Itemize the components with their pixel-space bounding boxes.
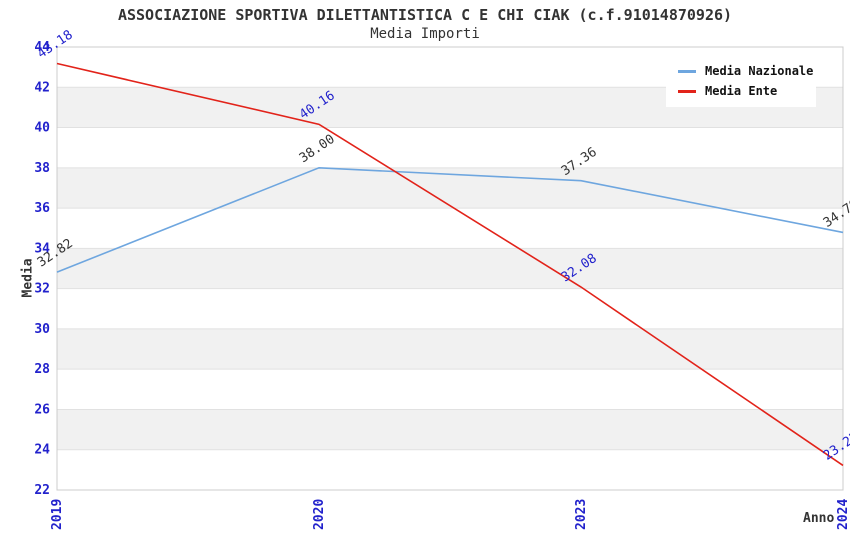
y-tick-label: 36: [34, 201, 50, 216]
legend: Media Nazionale Media Ente: [666, 55, 816, 107]
y-tick-label: 40: [34, 121, 50, 136]
y-axis-title: Media: [20, 258, 36, 298]
y-tick-label: 28: [34, 362, 50, 377]
legend-swatch-media-ente-icon: [678, 89, 696, 93]
y-tick-label: 30: [34, 322, 50, 337]
grid-band: [57, 409, 843, 450]
series-line-media-ente: [56, 62, 844, 467]
legend-swatch-media-nazionale-icon: [678, 69, 696, 73]
plot-border: [56, 46, 844, 491]
grid-band: [57, 328, 843, 370]
series-line-media-nazionale: [56, 167, 844, 273]
x-tick-label: 2023: [574, 499, 589, 530]
y-tick-label: 44: [34, 40, 50, 55]
point-label-media-nazionale: 38.00: [297, 132, 338, 166]
chart-title: ASSOCIAZIONE SPORTIVA DILETTANTISTICA C …: [117, 6, 733, 24]
y-tick-label: 42: [34, 80, 50, 95]
y-tick-label: 32: [34, 282, 50, 297]
legend-label-media-ente: Media Ente: [705, 84, 778, 98]
y-tick-label: 22: [34, 483, 50, 498]
x-axis-title: Anno: [803, 511, 835, 526]
y-tick-label: 26: [34, 402, 50, 417]
point-label-media-ente: 43.18: [35, 28, 76, 62]
y-tick-label: 24: [34, 443, 50, 458]
legend-label-media-nazionale: Media Nazionale: [705, 64, 814, 78]
y-tick-label: 38: [34, 161, 50, 176]
x-tick-label: 2019: [50, 499, 65, 530]
grid-band: [57, 248, 843, 289]
legend-item-media-ente: Media Ente: [678, 81, 816, 101]
x-tick-label: 2020: [312, 499, 327, 530]
y-tick-label: 34: [34, 241, 50, 256]
x-tick-label: 2024: [836, 499, 850, 530]
legend-item-media-nazionale: Media Nazionale: [678, 61, 816, 81]
chart-subtitle: Media Importi: [370, 26, 480, 42]
